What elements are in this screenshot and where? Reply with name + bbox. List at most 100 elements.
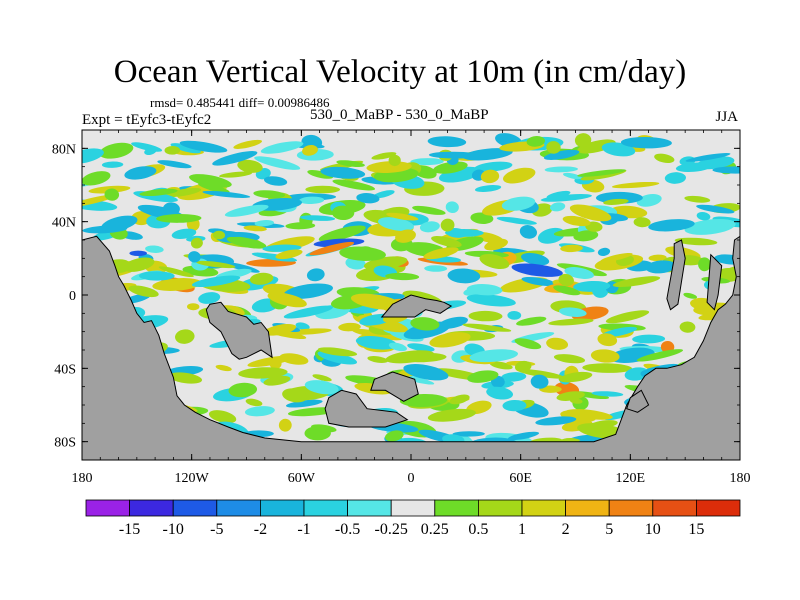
field-patch: [283, 283, 333, 299]
x-tick-label: 120W: [175, 471, 210, 486]
field-patch: [410, 158, 444, 166]
field-patch: [99, 142, 134, 159]
colorbar-swatch: [696, 499, 741, 517]
colorbar-swatch: [216, 499, 261, 517]
field-patch: [569, 204, 612, 222]
field-patch: [573, 280, 611, 292]
field-patch: [285, 399, 323, 408]
experiment-label: Expt = tEyfc3-tEyfc2: [82, 112, 212, 128]
colorbar-swatch: [172, 499, 218, 517]
colorbar-swatch: [652, 499, 697, 517]
field-patch: [679, 321, 696, 333]
land-polygon: [666, 239, 686, 311]
field-patch: [511, 263, 563, 277]
land-polygon: [626, 389, 650, 413]
field-patch: [590, 349, 620, 363]
field-patch: [168, 372, 203, 384]
field-patch: [304, 380, 339, 395]
colorbar-swatch: [477, 499, 523, 517]
x-tick-label: 180: [72, 471, 93, 486]
stats-line: rmsd= 0.485441 diff= 0.00986486: [150, 95, 330, 110]
y-tick-label: 80N: [52, 142, 76, 157]
colorbar-swatch: [85, 499, 130, 517]
x-axis: 180 120W 60W 0 60E 120E 180: [72, 130, 751, 486]
field-patch: [636, 194, 662, 207]
field-patch: [624, 367, 649, 381]
field-patch: [654, 153, 675, 163]
field-patch: [350, 293, 402, 310]
y-tick-label: 0: [69, 289, 76, 304]
field-patch: [577, 169, 626, 177]
field-patch: [165, 187, 202, 198]
field-patch: [309, 241, 355, 256]
field-patch: [427, 136, 467, 148]
field-patch: [514, 360, 532, 373]
land-polygon: [324, 389, 409, 428]
field-patch: [212, 230, 226, 240]
case-label: 530_0_MaBP - 530_0_MaBP: [310, 107, 489, 123]
colorbar-label: -5: [210, 521, 223, 538]
colorbar-label: -10: [163, 521, 184, 538]
field-patch: [196, 260, 236, 269]
field-patch: [423, 247, 459, 260]
field-patch: [685, 152, 731, 162]
field-patch: [556, 391, 585, 401]
field-patch: [299, 215, 336, 221]
field-patch: [251, 252, 298, 262]
field-patch: [543, 149, 580, 160]
field-patch: [582, 363, 633, 373]
field-patch: [152, 278, 202, 291]
field-patch: [138, 271, 175, 281]
x-tick-label: 60W: [288, 471, 316, 486]
field-patch: [445, 201, 459, 214]
field-patch: [553, 354, 586, 364]
field-patch: [514, 338, 542, 350]
field-patch: [331, 205, 355, 221]
land-polygon: [82, 235, 740, 460]
field-patch: [447, 268, 481, 284]
field-patch: [546, 141, 561, 154]
field-patch: [521, 252, 550, 266]
field-patch: [156, 213, 202, 223]
field-patch: [224, 204, 269, 217]
x-tick-label: 120E: [616, 471, 646, 486]
field-patch: [489, 361, 513, 370]
field-patch: [82, 194, 117, 207]
field-patch: [295, 322, 310, 330]
field-patch: [82, 148, 104, 164]
field-patch: [202, 190, 251, 198]
field-patch: [367, 356, 388, 363]
field-patch: [540, 194, 592, 202]
field-patch: [306, 268, 325, 282]
field-patch: [636, 349, 684, 362]
field-patch: [129, 250, 147, 256]
field-patch: [385, 272, 420, 281]
land-masks: [82, 235, 740, 460]
colorbar-label: -2: [254, 521, 267, 538]
field-patch: [336, 160, 365, 167]
x-tick-label: 0: [408, 471, 415, 486]
field-patch: [263, 323, 297, 336]
field-patch: [162, 202, 180, 216]
field-patch: [573, 230, 599, 242]
field-patch: [612, 276, 661, 288]
field-patch: [188, 251, 201, 263]
field-patch: [101, 161, 124, 168]
colorbar-swatch: [565, 499, 610, 517]
field-patch: [466, 284, 503, 296]
field-patch: [317, 351, 358, 365]
field-patch: [275, 249, 303, 260]
field-patch: [546, 337, 569, 350]
colorbar-swatch: [347, 499, 392, 517]
field-patch: [388, 342, 407, 352]
field-patch: [484, 238, 508, 251]
field-patch: [145, 245, 164, 253]
field-patch: [597, 333, 618, 347]
field-patch: [254, 220, 274, 227]
field-patch: [574, 133, 592, 148]
field-patch: [320, 166, 366, 179]
y-tick-label: 40S: [54, 362, 76, 377]
field-patch: [355, 336, 397, 350]
field-patch: [332, 179, 376, 191]
field-patch: [190, 237, 203, 249]
